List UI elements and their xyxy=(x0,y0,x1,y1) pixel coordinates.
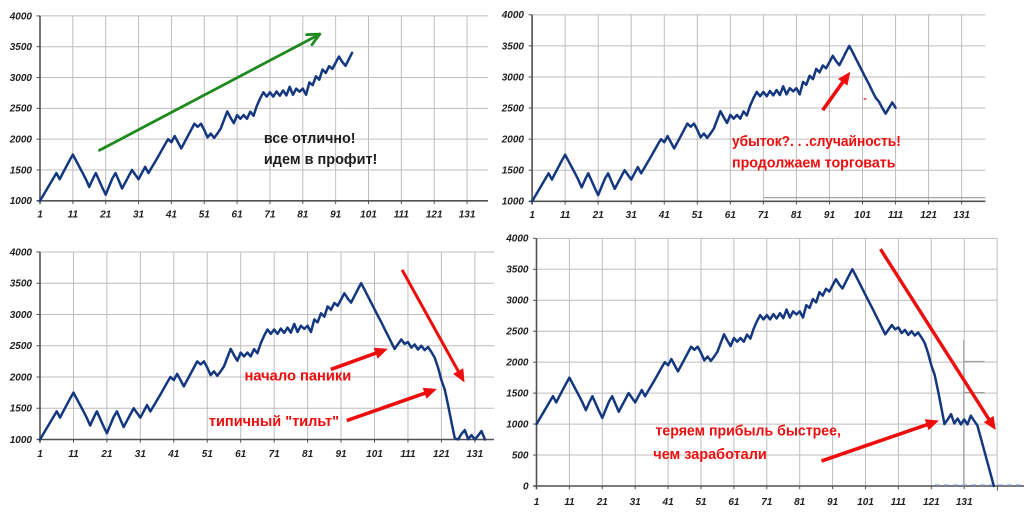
svg-text:теряем прибыль быстрее,: теряем прибыль быстрее, xyxy=(656,422,841,439)
svg-text:2500: 2500 xyxy=(9,341,33,352)
svg-text:типичный "тильт": типичный "тильт" xyxy=(209,413,339,430)
svg-text:91: 91 xyxy=(824,210,836,221)
svg-text:3500: 3500 xyxy=(10,279,33,290)
svg-text:3000: 3000 xyxy=(10,310,33,321)
svg-text:1: 1 xyxy=(529,210,535,221)
svg-text:2500: 2500 xyxy=(9,104,33,115)
svg-text:71: 71 xyxy=(758,210,770,221)
svg-text:61: 61 xyxy=(728,497,740,508)
svg-text:11: 11 xyxy=(68,209,79,220)
svg-text:11: 11 xyxy=(560,210,571,221)
svg-text:111: 111 xyxy=(400,449,416,460)
svg-text:51: 51 xyxy=(695,497,707,508)
svg-text:41: 41 xyxy=(165,209,178,220)
svg-text:21: 21 xyxy=(99,209,112,220)
svg-text:121: 121 xyxy=(433,449,450,460)
svg-text:4000: 4000 xyxy=(505,234,529,245)
svg-text:1000: 1000 xyxy=(506,419,529,430)
svg-text:61: 61 xyxy=(235,449,247,460)
svg-text:31: 31 xyxy=(626,210,638,221)
svg-text:3000: 3000 xyxy=(506,296,529,307)
svg-text:1: 1 xyxy=(37,449,43,460)
svg-text:2000: 2000 xyxy=(9,135,33,146)
svg-text:3500: 3500 xyxy=(502,41,525,52)
svg-text:101: 101 xyxy=(857,497,874,508)
svg-text:31: 31 xyxy=(135,449,147,460)
svg-text:111: 111 xyxy=(394,209,410,220)
svg-text:111: 111 xyxy=(891,497,907,508)
svg-text:3000: 3000 xyxy=(502,72,525,83)
svg-text:51: 51 xyxy=(692,210,704,221)
svg-text:51: 51 xyxy=(202,449,214,460)
svg-text:71: 71 xyxy=(264,209,276,220)
svg-text:1: 1 xyxy=(534,497,540,508)
svg-text:61: 61 xyxy=(232,209,244,220)
svg-text:4000: 4000 xyxy=(501,10,525,21)
svg-text:1500: 1500 xyxy=(506,389,529,400)
svg-text:21: 21 xyxy=(596,497,609,508)
svg-text:11: 11 xyxy=(564,497,575,508)
svg-text:91: 91 xyxy=(330,209,342,220)
svg-text:все отлично!: все отлично! xyxy=(264,130,356,147)
svg-text:1500: 1500 xyxy=(10,404,33,415)
svg-text:1000: 1000 xyxy=(10,196,33,207)
svg-text:91: 91 xyxy=(335,449,347,460)
svg-text:1500: 1500 xyxy=(502,166,525,177)
svg-text:2000: 2000 xyxy=(501,135,525,146)
svg-text:131: 131 xyxy=(459,209,476,220)
svg-text:убыток?. . .случайность!: убыток?. . .случайность! xyxy=(732,133,901,150)
svg-text:идем в профит!: идем в профит! xyxy=(264,151,378,168)
svg-text:61: 61 xyxy=(725,210,737,221)
svg-text:2500: 2500 xyxy=(501,103,525,114)
svg-text:чем заработали: чем заработали xyxy=(653,446,767,463)
svg-text:500: 500 xyxy=(512,450,529,461)
svg-text:3000: 3000 xyxy=(10,73,33,84)
svg-text:4000: 4000 xyxy=(9,247,33,258)
svg-text:1500: 1500 xyxy=(10,165,33,176)
svg-text:2000: 2000 xyxy=(505,358,529,369)
svg-text:41: 41 xyxy=(167,449,180,460)
svg-text:41: 41 xyxy=(658,210,671,221)
svg-text:1000: 1000 xyxy=(10,435,33,446)
svg-text:91: 91 xyxy=(827,497,839,508)
svg-text:21: 21 xyxy=(100,449,113,460)
svg-text:81: 81 xyxy=(794,497,806,508)
svg-text:111: 111 xyxy=(888,210,904,221)
svg-text:131: 131 xyxy=(467,449,484,460)
svg-text:1000: 1000 xyxy=(502,197,525,208)
svg-text:81: 81 xyxy=(302,449,314,460)
svg-text:1: 1 xyxy=(37,209,43,220)
svg-text:3500: 3500 xyxy=(506,265,529,276)
svg-text:101: 101 xyxy=(854,210,871,221)
svg-text:51: 51 xyxy=(199,209,211,220)
svg-text:продолжаем торговать: продолжаем торговать xyxy=(732,155,896,172)
svg-text:101: 101 xyxy=(366,449,383,460)
svg-text:2000: 2000 xyxy=(9,372,33,383)
svg-text:2500: 2500 xyxy=(505,327,529,338)
svg-text:31: 31 xyxy=(133,209,145,220)
svg-text:71: 71 xyxy=(269,449,281,460)
svg-text:121: 121 xyxy=(920,210,937,221)
svg-text:71: 71 xyxy=(761,497,773,508)
svg-text:начало паники: начало паники xyxy=(245,368,352,385)
svg-text:31: 31 xyxy=(630,497,642,508)
svg-text:4000: 4000 xyxy=(9,11,33,22)
svg-text:121: 121 xyxy=(426,209,443,220)
svg-text:81: 81 xyxy=(791,210,803,221)
svg-text:131: 131 xyxy=(953,210,970,221)
svg-text:21: 21 xyxy=(592,210,605,221)
svg-text:131: 131 xyxy=(956,497,973,508)
svg-text:41: 41 xyxy=(662,497,675,508)
svg-text:101: 101 xyxy=(360,209,377,220)
svg-text:0: 0 xyxy=(523,481,529,492)
svg-text:81: 81 xyxy=(297,209,309,220)
svg-text:121: 121 xyxy=(923,497,940,508)
svg-text:11: 11 xyxy=(68,449,79,460)
svg-text:3500: 3500 xyxy=(10,42,33,53)
